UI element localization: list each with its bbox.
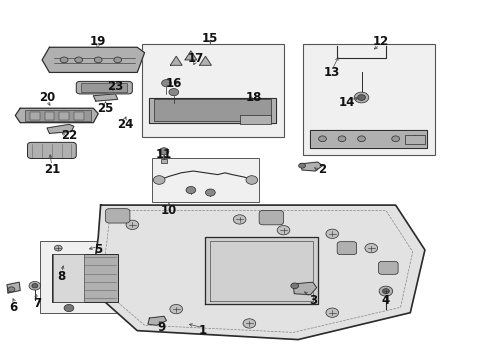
FancyBboxPatch shape <box>405 135 424 144</box>
Circle shape <box>32 284 38 288</box>
Circle shape <box>94 57 102 63</box>
FancyBboxPatch shape <box>303 44 434 155</box>
FancyBboxPatch shape <box>239 116 271 125</box>
FancyBboxPatch shape <box>52 253 118 302</box>
Text: 23: 23 <box>107 80 123 93</box>
Circle shape <box>277 226 289 235</box>
Circle shape <box>205 189 215 196</box>
Text: 20: 20 <box>39 91 55 104</box>
Polygon shape <box>42 47 144 72</box>
FancyBboxPatch shape <box>25 110 91 121</box>
Polygon shape <box>91 205 424 339</box>
Circle shape <box>169 305 182 314</box>
Circle shape <box>75 57 82 63</box>
FancyBboxPatch shape <box>44 112 54 120</box>
Text: 17: 17 <box>187 51 203 64</box>
Polygon shape <box>170 56 182 65</box>
FancyBboxPatch shape <box>53 253 83 302</box>
Circle shape <box>298 163 305 168</box>
Polygon shape <box>149 98 276 123</box>
FancyBboxPatch shape <box>27 142 76 158</box>
Polygon shape <box>310 130 427 148</box>
Polygon shape <box>184 51 196 60</box>
Circle shape <box>243 319 255 328</box>
Circle shape <box>290 283 298 289</box>
Circle shape <box>60 57 68 63</box>
FancyBboxPatch shape <box>142 44 283 137</box>
Text: 24: 24 <box>117 118 133 131</box>
FancyBboxPatch shape <box>336 242 356 255</box>
FancyBboxPatch shape <box>259 211 283 225</box>
Circle shape <box>357 95 365 100</box>
FancyBboxPatch shape <box>74 112 83 120</box>
Circle shape <box>126 220 139 229</box>
Circle shape <box>391 136 399 141</box>
Circle shape <box>364 243 377 253</box>
Polygon shape <box>93 94 118 101</box>
Circle shape <box>410 136 418 141</box>
Text: 18: 18 <box>245 91 262 104</box>
FancyBboxPatch shape <box>76 81 132 94</box>
Polygon shape <box>7 282 20 293</box>
Text: 11: 11 <box>156 148 172 161</box>
Polygon shape <box>15 108 98 123</box>
Polygon shape <box>293 282 316 295</box>
Text: 9: 9 <box>157 320 165 333</box>
Circle shape <box>168 89 178 96</box>
Text: 6: 6 <box>9 301 17 314</box>
Circle shape <box>233 215 245 224</box>
Polygon shape <box>300 162 322 171</box>
FancyBboxPatch shape <box>81 83 127 92</box>
Circle shape <box>378 286 392 296</box>
Text: 14: 14 <box>338 96 354 109</box>
Text: 2: 2 <box>318 163 326 176</box>
Circle shape <box>245 176 257 184</box>
Text: 12: 12 <box>372 35 388 49</box>
Text: 19: 19 <box>90 35 106 49</box>
Text: 13: 13 <box>324 66 340 79</box>
Text: 21: 21 <box>44 163 60 176</box>
Polygon shape <box>148 316 166 325</box>
Text: 15: 15 <box>202 32 218 45</box>
FancyBboxPatch shape <box>105 209 130 223</box>
Circle shape <box>54 245 62 251</box>
Circle shape <box>185 186 195 194</box>
Circle shape <box>161 80 171 87</box>
Text: 22: 22 <box>61 129 77 142</box>
Circle shape <box>8 287 15 292</box>
Circle shape <box>337 136 345 141</box>
Circle shape <box>325 229 338 238</box>
Text: 7: 7 <box>33 297 41 310</box>
Text: 25: 25 <box>97 102 114 115</box>
Circle shape <box>318 136 326 141</box>
Circle shape <box>159 148 168 155</box>
Polygon shape <box>199 56 211 65</box>
Text: 16: 16 <box>165 77 182 90</box>
FancyBboxPatch shape <box>154 99 271 121</box>
Circle shape <box>353 92 368 103</box>
FancyBboxPatch shape <box>30 112 40 120</box>
Circle shape <box>357 136 365 141</box>
Text: 10: 10 <box>161 204 177 217</box>
Circle shape <box>29 282 41 290</box>
FancyBboxPatch shape <box>160 159 167 163</box>
FancyBboxPatch shape <box>40 241 132 313</box>
Circle shape <box>114 57 122 63</box>
FancyBboxPatch shape <box>152 158 259 202</box>
Text: 8: 8 <box>58 270 66 283</box>
Text: 1: 1 <box>199 324 207 337</box>
Text: 5: 5 <box>94 243 102 256</box>
Circle shape <box>153 176 164 184</box>
Circle shape <box>64 305 74 312</box>
FancyBboxPatch shape <box>378 261 397 274</box>
Polygon shape <box>47 125 74 134</box>
Circle shape <box>325 308 338 318</box>
Text: 4: 4 <box>381 294 389 307</box>
Text: 3: 3 <box>308 294 316 307</box>
FancyBboxPatch shape <box>59 112 69 120</box>
Polygon shape <box>205 237 317 304</box>
Circle shape <box>382 289 388 294</box>
